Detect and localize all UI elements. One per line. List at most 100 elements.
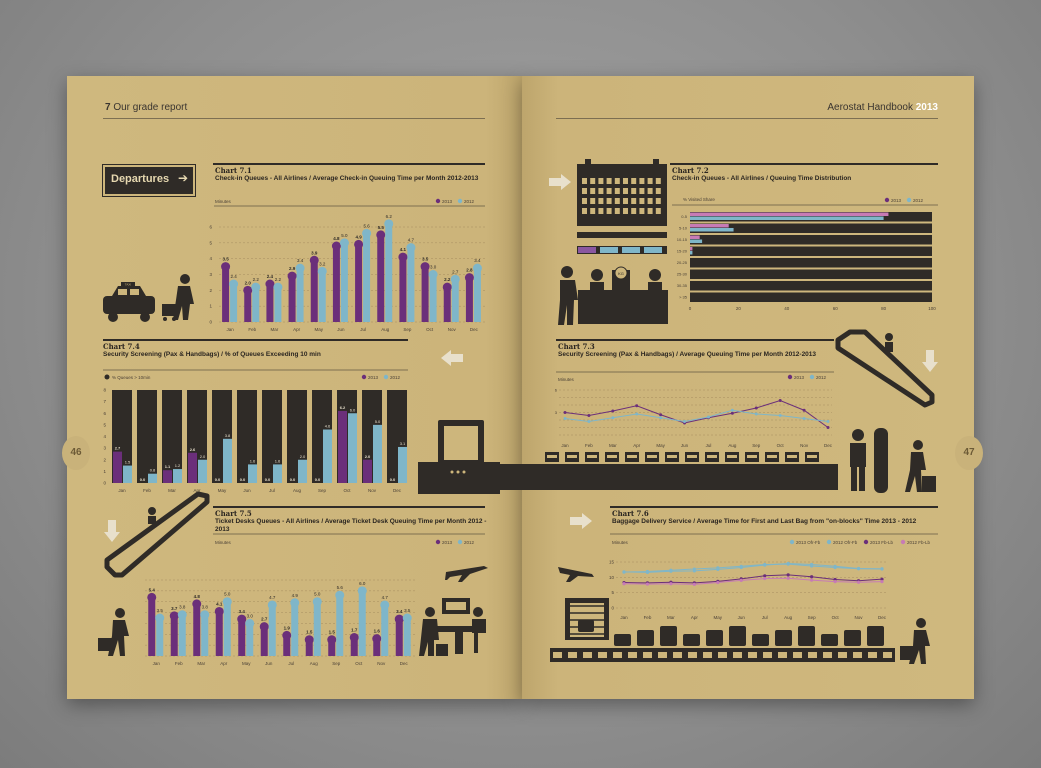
x-tick-label: Dec bbox=[400, 661, 409, 666]
bar bbox=[443, 287, 451, 322]
bar bbox=[358, 590, 366, 656]
series-line bbox=[623, 563, 883, 573]
bar-head bbox=[349, 633, 359, 643]
bar-head bbox=[245, 618, 255, 628]
data-label: 6.2 bbox=[386, 214, 393, 219]
bar bbox=[156, 618, 164, 656]
bar-head bbox=[372, 634, 382, 644]
belt-segment bbox=[568, 652, 577, 658]
calendar-cell bbox=[631, 208, 637, 214]
data-point bbox=[833, 565, 837, 570]
belt-segment bbox=[658, 652, 667, 658]
bar bbox=[373, 638, 381, 656]
chart-7-6-heading: Chart 7.6 Baggage Delivery Service / Ave… bbox=[612, 510, 942, 526]
legend-label: 2012 bbox=[464, 199, 475, 204]
data-label: 0.0 bbox=[215, 477, 221, 482]
belt-segment bbox=[823, 652, 832, 658]
x-tick-label: Jun bbox=[337, 327, 345, 332]
chart-7-2-title: Check-in Queues - All Airlines / Queuing… bbox=[672, 175, 852, 182]
bar-head bbox=[267, 600, 277, 610]
data-point bbox=[706, 415, 710, 419]
data-point bbox=[810, 575, 814, 579]
bar-head bbox=[155, 613, 165, 623]
y-tick-label: 1 bbox=[103, 469, 106, 474]
data-label: 0.0 bbox=[140, 477, 146, 482]
data-label: 0.0 bbox=[290, 477, 296, 482]
calendar-cell bbox=[606, 208, 612, 214]
legend-swatch bbox=[900, 539, 906, 545]
x-tick-label: Oct bbox=[355, 661, 363, 666]
x-tick-label: Mar bbox=[197, 661, 205, 666]
bar bbox=[291, 602, 299, 656]
chart-7-2-label: Chart 7.2 bbox=[672, 166, 709, 175]
data-point bbox=[669, 568, 673, 572]
bar bbox=[318, 271, 326, 322]
traveller-trolley-icon bbox=[98, 608, 129, 656]
bar-head bbox=[428, 270, 438, 279]
data-point bbox=[739, 564, 743, 568]
y-tick-label: 5 bbox=[209, 240, 212, 245]
data-point bbox=[645, 569, 650, 574]
chart-7-4-rule bbox=[103, 339, 408, 341]
bar-head bbox=[147, 592, 157, 602]
bar bbox=[148, 597, 156, 656]
arrow-right-icon bbox=[570, 513, 592, 529]
tray-slot bbox=[807, 455, 817, 458]
belt-segment bbox=[853, 652, 862, 658]
tray-slot bbox=[667, 455, 677, 458]
data-label: 3.4 bbox=[396, 609, 403, 614]
belt-segment bbox=[808, 652, 817, 658]
x-tick-label: Aug bbox=[728, 443, 737, 448]
legend-label: 2013 Fb-Lb bbox=[870, 540, 894, 545]
x-tick-label: Dec bbox=[878, 615, 887, 620]
y-tick-label: 2 bbox=[209, 288, 212, 293]
data-label: 5.0 bbox=[224, 592, 231, 597]
y-tick-label: 6 bbox=[209, 225, 212, 230]
bar-head bbox=[169, 611, 179, 621]
data-point bbox=[778, 414, 782, 417]
x-tick-label: May bbox=[242, 661, 251, 666]
data-label: 6.0 bbox=[350, 407, 356, 412]
data-label: 1.6 bbox=[275, 458, 281, 463]
data-point bbox=[587, 420, 591, 423]
legend-swatch bbox=[884, 197, 890, 203]
bar-head bbox=[472, 263, 482, 273]
departures-sign: Departures ➔ bbox=[102, 164, 196, 197]
data-label: 1.2 bbox=[175, 463, 181, 468]
y-tick-label: 3 bbox=[103, 446, 106, 451]
y-tick-label: 2 bbox=[103, 457, 106, 462]
data-label: 0.0 bbox=[240, 477, 246, 482]
legend-label: 2013 bbox=[442, 540, 453, 545]
x-tick-label: Mar bbox=[609, 443, 617, 448]
bar-head bbox=[192, 599, 202, 609]
data-point bbox=[880, 567, 884, 571]
y-tick-label: 4 bbox=[103, 434, 106, 439]
belt-segment bbox=[553, 652, 562, 658]
bar bbox=[198, 459, 207, 483]
x-tick-label: Mar bbox=[168, 488, 176, 493]
data-point bbox=[563, 417, 567, 420]
data-label: 2.7 bbox=[261, 617, 268, 622]
bag-icon bbox=[798, 626, 815, 646]
legend-label: 2012 Ofr-Fb bbox=[833, 540, 858, 545]
legend-label: 2013 bbox=[442, 199, 453, 204]
bar-track bbox=[690, 246, 932, 256]
bar bbox=[222, 266, 230, 322]
data-label: 3.8 bbox=[202, 605, 209, 610]
bar bbox=[350, 637, 358, 656]
belt-segment bbox=[748, 652, 757, 658]
data-label: 1.6 bbox=[250, 458, 256, 463]
data-point bbox=[692, 582, 696, 586]
data-label: 3.5 bbox=[404, 608, 411, 613]
bar bbox=[173, 469, 182, 483]
data-point bbox=[754, 406, 758, 410]
baggage-carousel-icon bbox=[550, 598, 895, 662]
calendar-cell bbox=[590, 188, 596, 194]
percent-icon bbox=[104, 374, 110, 380]
data-point bbox=[880, 580, 884, 584]
calendar-cell bbox=[647, 198, 653, 204]
y-tick-label: 0-5 bbox=[681, 214, 688, 219]
x-tick-label: Apr bbox=[691, 615, 699, 620]
x-tick-label: Nov bbox=[368, 488, 377, 493]
